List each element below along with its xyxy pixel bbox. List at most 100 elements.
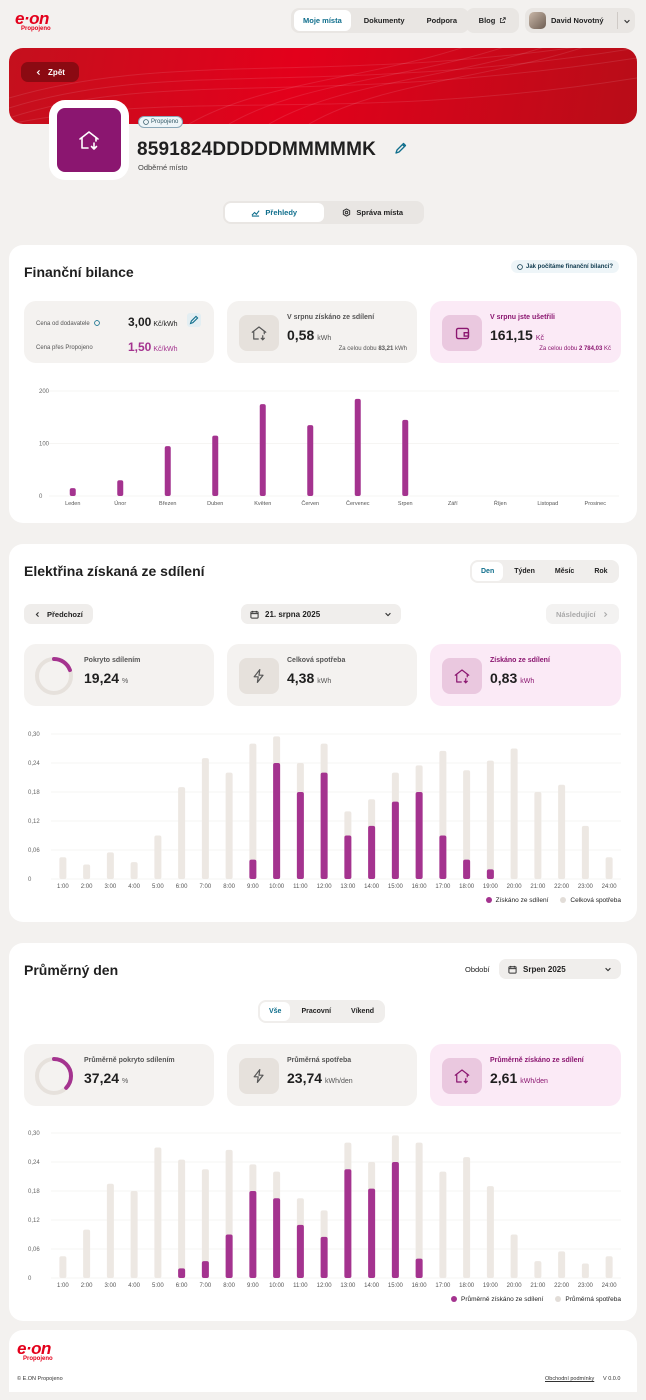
shared-bar[interactable] (368, 825, 376, 879)
consumption-bar[interactable] (249, 743, 257, 879)
tab-prehledy[interactable]: Přehledy (225, 203, 324, 222)
shared-bar[interactable] (249, 859, 257, 879)
consumption-bar[interactable] (225, 772, 233, 879)
consumption-bar[interactable] (510, 748, 518, 880)
consumption-bar[interactable] (534, 792, 542, 879)
shared-bar[interactable] (486, 869, 494, 879)
help-link[interactable]: Jak počítáme finanční bilanci? (511, 260, 620, 273)
legend-item: Celková spotřeba (560, 897, 621, 904)
month-picker[interactable]: Srpen 2025 (499, 959, 621, 979)
nav-item-podpora[interactable]: Podpora (426, 16, 458, 25)
consumption-bar[interactable] (106, 1183, 114, 1278)
consumption-bar[interactable] (154, 1147, 162, 1279)
shared-bar[interactable] (439, 835, 447, 880)
shared-bar[interactable] (320, 772, 328, 879)
tab-sprava-mista[interactable]: Správa místa (324, 203, 423, 222)
back-button[interactable]: Zpět (21, 62, 79, 82)
filter-pracovni[interactable]: Pracovní (301, 1008, 332, 1015)
x-tick-label: 3:00 (105, 884, 117, 890)
period-den[interactable]: Den (472, 562, 504, 581)
consumption-bar[interactable] (463, 770, 471, 879)
place-icon-box (49, 100, 129, 180)
consumption-bar[interactable] (178, 1159, 186, 1278)
blog-link[interactable]: Blog (466, 8, 519, 33)
shared-bar[interactable] (415, 1258, 423, 1278)
shared-bar[interactable] (212, 435, 219, 496)
period-mesic[interactable]: Měsíc (554, 568, 575, 575)
consumption-value: 23,74 kWh/den (287, 1070, 353, 1086)
shared-bar[interactable] (344, 835, 352, 880)
consumption-bar[interactable] (486, 760, 494, 879)
main-nav: Moje místa Dokumenty Podpora (291, 8, 470, 33)
consumption-bar[interactable] (605, 857, 613, 879)
filter-vikend[interactable]: Víkend (351, 1008, 374, 1015)
shared-bar[interactable] (201, 1261, 209, 1278)
shared-bar[interactable] (307, 425, 314, 496)
consumption-bar[interactable] (581, 1263, 589, 1279)
consumption-bar[interactable] (463, 1157, 471, 1278)
consumption-bar[interactable] (581, 825, 589, 879)
consumption-bar[interactable] (83, 1229, 91, 1278)
terms-link[interactable]: Obchodní podmínky (545, 1376, 595, 1382)
shared-bar[interactable] (354, 398, 361, 496)
y-tick-label: 0,12 (28, 819, 40, 825)
shared-bar[interactable] (69, 488, 76, 496)
shared-bar[interactable] (344, 1169, 352, 1278)
edit-icon[interactable] (187, 313, 201, 327)
period-rok[interactable]: Rok (594, 568, 608, 575)
consumption-bar[interactable] (154, 835, 162, 880)
period-tyden[interactable]: Týden (514, 568, 535, 575)
consumption-bar[interactable] (83, 864, 91, 880)
date-picker[interactable]: 21. srpna 2025 (241, 604, 401, 624)
shared-bar[interactable] (273, 763, 281, 879)
consumption-bar[interactable] (106, 852, 114, 879)
consumption-bar[interactable] (130, 862, 138, 879)
shared-bar[interactable] (463, 859, 471, 879)
shared-bar[interactable] (415, 792, 423, 879)
consumption-bar[interactable] (534, 1261, 542, 1278)
info-icon[interactable] (94, 320, 101, 326)
shared-bar[interactable] (164, 446, 171, 496)
consumption-bar[interactable] (130, 1191, 138, 1278)
consumption-bar[interactable] (59, 1256, 67, 1278)
coverage-ring (35, 1057, 73, 1095)
shared-bar[interactable] (320, 1236, 328, 1278)
consumption-bar[interactable] (201, 758, 209, 879)
shared-bar[interactable] (117, 480, 124, 496)
shared-bar[interactable] (296, 1224, 304, 1278)
shared-bar[interactable] (225, 1234, 233, 1279)
consumption-bar[interactable] (178, 787, 186, 879)
shared-bar[interactable] (249, 1191, 257, 1278)
lightning-icon (253, 1069, 264, 1083)
consumption-bar[interactable] (439, 1171, 447, 1278)
x-tick-label: 18:00 (459, 884, 475, 890)
previous-button[interactable]: Předchozí (24, 604, 93, 624)
shared-bar[interactable] (368, 1188, 376, 1278)
shared-bar[interactable] (273, 1198, 281, 1278)
consumption-bar[interactable] (558, 1251, 566, 1278)
x-tick-label: 4:00 (128, 1283, 140, 1289)
shared-bar[interactable] (178, 1268, 186, 1278)
next-button[interactable]: Následující (546, 604, 619, 624)
eon-logo[interactable]: e·on Propojeno (15, 10, 65, 36)
consumption-bar[interactable] (486, 1186, 494, 1278)
shared-bar[interactable] (296, 792, 304, 879)
edit-icon[interactable] (394, 141, 408, 155)
consumption-bar[interactable] (510, 1234, 518, 1279)
shared-bar[interactable] (402, 419, 409, 496)
shared-bar[interactable] (259, 404, 266, 496)
consumption-bar[interactable] (415, 1142, 423, 1278)
consumption-bar[interactable] (201, 1169, 209, 1278)
consumption-bar[interactable] (605, 1256, 613, 1278)
shared-bar[interactable] (391, 1162, 399, 1278)
external-link-icon (500, 17, 507, 24)
nav-item-dokumenty[interactable]: Dokumenty (363, 16, 405, 25)
user-menu[interactable]: David Novotný (525, 8, 635, 33)
filter-vse[interactable]: Vše (260, 1002, 291, 1021)
shared-bar[interactable] (391, 801, 399, 879)
consumption-bar[interactable] (558, 784, 566, 879)
nav-item-moje-mista[interactable]: Moje místa (294, 10, 351, 31)
consumption-bar[interactable] (59, 857, 67, 879)
x-tick-label: 21:00 (530, 884, 546, 890)
footer-logo[interactable]: e·on Propojeno (17, 1340, 67, 1366)
